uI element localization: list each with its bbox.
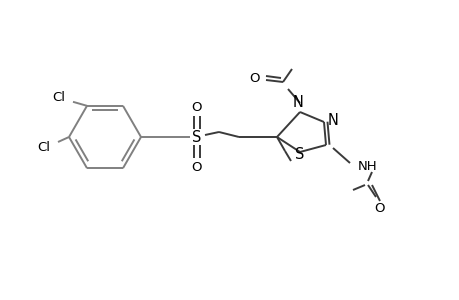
Text: O: O	[374, 202, 385, 214]
Text: NH: NH	[357, 160, 377, 172]
Text: O: O	[191, 160, 202, 173]
Text: Cl: Cl	[52, 91, 65, 104]
Text: Cl: Cl	[38, 140, 50, 154]
Text: O: O	[191, 100, 202, 113]
Text: S: S	[192, 130, 201, 145]
Text: O: O	[249, 71, 260, 85]
Text: S: S	[295, 146, 304, 161]
Text: N: N	[327, 112, 338, 128]
Text: N: N	[292, 94, 303, 110]
